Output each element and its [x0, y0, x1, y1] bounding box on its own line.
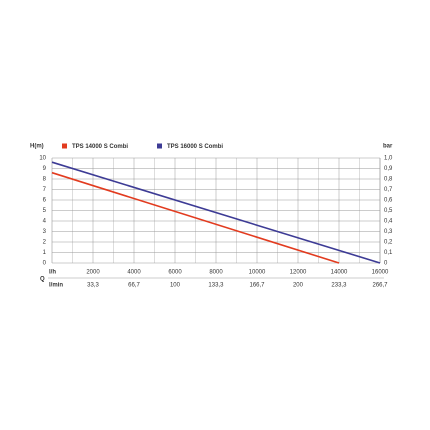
legend-swatch: [157, 143, 162, 149]
legend-swatch: [62, 143, 67, 149]
x-tick-label: 10000: [249, 270, 266, 276]
x2-tick-label: 200: [293, 283, 304, 289]
x-tick-label: 14000: [331, 270, 348, 276]
y2-tick-label: 0,8: [384, 177, 393, 183]
y2-tick-label: 0,4: [384, 219, 393, 225]
x-tick-label: 4000: [127, 270, 141, 276]
y-tick-label: 10: [39, 156, 46, 162]
x2-tick-label: 133,3: [208, 283, 224, 289]
legend-label: TPS 16000 S Combi: [167, 144, 223, 150]
y2-axis-label: bar: [383, 144, 393, 150]
x-tick-label: 12000: [290, 270, 307, 276]
y-tick-label: 6: [43, 198, 47, 204]
legend-label: TPS 14000 S Combi: [72, 144, 128, 150]
x2-tick-label: 33,3: [87, 283, 99, 289]
x-tick-label: 6000: [168, 270, 182, 276]
x-tick-label: 16000: [372, 270, 389, 276]
x2-tick-label: 66,7: [128, 283, 140, 289]
x-tick-label: 8000: [209, 270, 223, 276]
y-tick-label: 5: [43, 208, 47, 214]
y-tick-label: 4: [43, 219, 47, 225]
y-tick-label: 7: [43, 187, 47, 193]
y2-tick-label: 1,0: [384, 156, 393, 162]
series-line: [51, 171, 340, 264]
x2-unit: l/min: [49, 283, 63, 289]
x2-tick-label: 100: [170, 283, 181, 289]
y-tick-label: 2: [43, 240, 47, 246]
y-tick-label: 8: [43, 177, 47, 183]
y2-tick-label: 0,3: [384, 229, 393, 235]
x-axis-label: Q: [40, 277, 45, 283]
y-tick-label: 1: [43, 250, 47, 256]
y2-tick-label: 0: [384, 261, 388, 267]
y-tick-label: 0: [43, 261, 47, 267]
y-axis-label: H(m): [30, 144, 44, 150]
y2-tick-label: 0,6: [384, 198, 393, 204]
y2-tick-label: 0,9: [384, 166, 393, 172]
y-tick-label: 9: [43, 166, 47, 172]
series-line: [51, 161, 381, 264]
x2-tick-label: 233,3: [331, 283, 347, 289]
y2-tick-label: 0,1: [384, 250, 393, 256]
y2-tick-label: 0,7: [384, 187, 393, 193]
x-unit: l/h: [49, 270, 56, 276]
x-tick-label: 2000: [86, 270, 100, 276]
x2-tick-label: 266,7: [372, 283, 388, 289]
x2-tick-label: 166,7: [250, 283, 266, 289]
y2-tick-label: 0,5: [384, 208, 393, 214]
y-tick-label: 3: [43, 229, 47, 235]
y2-tick-label: 0,2: [384, 240, 393, 246]
